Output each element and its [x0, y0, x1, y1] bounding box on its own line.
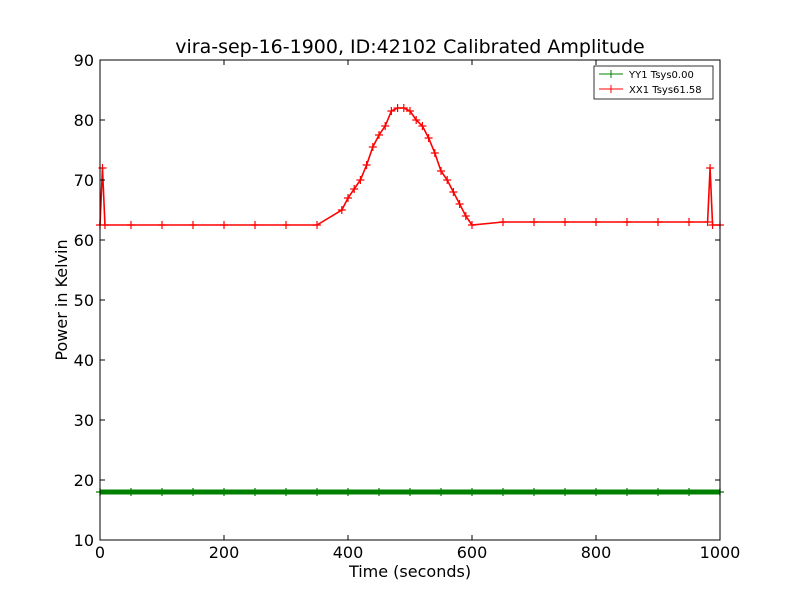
data-point	[344, 488, 352, 496]
data-point	[592, 218, 600, 226]
data-point	[424, 134, 433, 142]
data-point	[387, 107, 396, 115]
y-axis-label: Power in Kelvin	[52, 239, 71, 360]
y-tick-label: 90	[74, 51, 94, 70]
legend: YY1 Tsys0.00 XX1 Tsys61.58	[593, 65, 714, 100]
legend-marker	[607, 70, 615, 78]
x-axis-label: Time (seconds)	[348, 562, 471, 581]
data-point	[703, 218, 712, 226]
data-point	[313, 221, 321, 229]
data-point	[313, 488, 321, 496]
data-point	[189, 221, 197, 229]
data-point	[412, 116, 421, 124]
data-point	[706, 164, 715, 172]
data-point	[430, 149, 439, 157]
y-axis: 10 20 30 40 50 60 70 80 90	[74, 51, 720, 550]
x-tick-label: 400	[333, 543, 364, 562]
legend-label: XX1 Tsys61.58	[629, 85, 702, 96]
data-point	[127, 488, 135, 496]
data-point	[337, 206, 346, 214]
series-layer	[96, 104, 724, 496]
x-tick-label: 600	[457, 543, 488, 562]
data-point	[375, 488, 383, 496]
data-point	[158, 221, 166, 229]
y-tick-label: 10	[74, 531, 94, 550]
plot-area	[96, 59, 724, 541]
y-tick-label: 30	[74, 411, 94, 430]
data-point	[344, 194, 352, 202]
legend-marker	[607, 85, 615, 93]
data-point	[399, 104, 408, 112]
y-tick-label: 40	[74, 351, 94, 370]
legend-box	[593, 65, 714, 100]
axes-frame	[99, 59, 721, 541]
data-point	[375, 131, 383, 139]
data-point	[100, 221, 109, 229]
data-point	[468, 488, 476, 496]
x-tick-label: 800	[581, 543, 612, 562]
data-point	[282, 488, 290, 496]
data-point	[251, 221, 259, 229]
data-point	[461, 212, 470, 220]
data-point	[437, 488, 445, 496]
data-point	[189, 488, 197, 496]
y-tick-label: 20	[74, 471, 94, 490]
series-2	[96, 104, 724, 229]
data-point	[220, 221, 228, 229]
data-point	[561, 218, 569, 226]
data-point	[418, 122, 427, 130]
series-line	[99, 107, 720, 226]
data-point	[437, 167, 445, 175]
data-point	[499, 218, 507, 226]
legend-items: YY1 Tsys0.00 XX1 Tsys61.58	[599, 70, 702, 96]
data-point	[455, 200, 464, 208]
data-point	[368, 143, 377, 151]
data-point	[685, 218, 693, 226]
data-point	[530, 218, 538, 226]
data-point	[443, 176, 452, 184]
data-point	[654, 218, 662, 226]
y-tick-label: 60	[74, 231, 94, 250]
data-point	[251, 488, 259, 496]
data-point	[220, 488, 228, 496]
data-point	[127, 221, 135, 229]
data-point	[708, 221, 717, 229]
x-tick-label: 0	[95, 543, 105, 562]
data-point	[406, 107, 414, 115]
data-point	[468, 221, 476, 229]
data-point	[561, 488, 569, 496]
x-axis: 0 200 400 600 800 1000	[95, 60, 740, 562]
data-point	[381, 122, 390, 130]
legend-label: YY1 Tsys0.00	[628, 70, 694, 81]
data-point	[499, 488, 507, 496]
data-point	[282, 221, 290, 229]
data-point	[362, 161, 371, 169]
data-point	[350, 185, 359, 193]
x-tick-label: 1000	[700, 543, 741, 562]
data-point	[356, 176, 365, 184]
data-point	[158, 488, 166, 496]
data-point	[530, 488, 538, 496]
data-point	[623, 218, 631, 226]
chart-title: vira-sep-16-1900, ID:42102 Calibrated Am…	[175, 36, 645, 58]
series-1	[96, 488, 724, 496]
data-point	[654, 488, 662, 496]
y-tick-label: 50	[74, 291, 94, 310]
y-tick-label: 80	[74, 111, 94, 130]
data-point	[406, 488, 414, 496]
data-point	[685, 488, 693, 496]
data-point	[592, 488, 600, 496]
data-point	[623, 488, 631, 496]
data-point	[449, 188, 458, 196]
x-tick-label: 200	[209, 543, 240, 562]
y-tick-label: 70	[74, 171, 94, 190]
